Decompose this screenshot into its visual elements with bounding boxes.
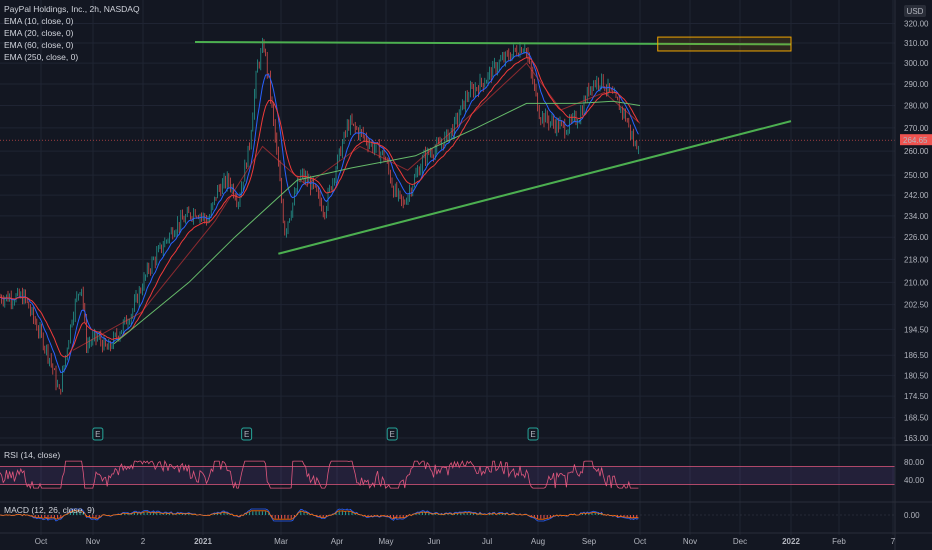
price-tick-10: 234.00 [904,212,929,221]
resistance-line[interactable] [194,41,792,46]
price-tick-5: 194.50 [904,325,929,334]
time-tick-11: Oct [634,537,647,546]
rsi-tick-1: 80.00 [904,458,925,467]
highlight-box[interactable] [657,36,792,52]
earnings-marker-label-0: E [95,430,100,439]
price-tick-4: 186.50 [904,351,929,360]
support-line[interactable] [278,120,792,255]
earnings-marker-label-3: E [530,430,535,439]
rsi-label[interactable]: RSI (14, close) [4,450,60,460]
time-tick-3: 2021 [194,537,212,546]
ema-60-line [72,62,641,351]
last-price-tag: 264.65 [900,134,932,146]
indicator-ema-10[interactable]: EMA (10, close, 0) [4,16,74,26]
macd-label[interactable]: MACD (12, 26, close, 9) [4,505,95,515]
price-tick-0: 163.00 [904,434,929,443]
time-tick-1: Nov [86,537,100,546]
macd-pane [0,508,895,522]
earnings-marker-label-2: E [390,430,395,439]
ema-20-line [0,57,639,358]
chart-title: PayPal Holdings, Inc., 2h, NASDAQ [4,4,140,14]
price-tick-8: 218.00 [904,255,929,264]
ema-lines [0,51,641,374]
earnings-marker-2[interactable] [386,427,398,441]
rsi-pane [0,459,639,490]
rsi-line [0,459,639,490]
earnings-marker-label-1: E [244,430,249,439]
price-tick-13: 260.00 [904,147,929,156]
price-tick-1: 168.50 [904,414,929,423]
price-tick-14: 270.00 [904,124,929,133]
price-tick-2: 174.50 [904,392,929,401]
price-tick-15: 280.00 [904,102,929,111]
time-tick-16: 7 [891,537,896,546]
rsi-tick-0: 40.00 [904,476,925,485]
macd-signal-line [0,510,639,520]
time-tick-8: Jul [482,537,492,546]
time-tick-13: Dec [733,537,747,546]
price-tick-7: 210.00 [904,278,929,287]
price-tick-17: 300.00 [904,59,929,68]
price-tick-16: 290.00 [904,80,929,89]
earnings-marker-1[interactable] [241,427,253,441]
earnings-marker-0[interactable] [92,427,104,441]
price-axis[interactable]: 163.00 168.50 174.50 180.50 186.50 194.50 202.… [904,19,929,443]
rsi-band [0,466,895,485]
price-tick-11: 242.00 [904,191,929,200]
chart-header: PayPal Holdings, Inc., 2h, NASDAQ EMA (1… [4,4,140,62]
macd-tick-0: 0.00 [904,511,920,520]
time-tick-12: Nov [683,537,697,546]
rsi-band-fill [0,466,895,485]
currency-label: USD [907,7,924,16]
indicator-ema-60[interactable]: EMA (60, close, 0) [4,40,74,50]
time-tick-2: 2 [141,537,146,546]
time-tick-7: Jun [428,537,441,546]
price-tick-18: 310.00 [904,39,929,48]
trendlines[interactable] [0,36,895,255]
indicator-ema-20[interactable]: EMA (20, close, 0) [4,28,74,38]
rsi-axis: 40.00 80.00 [904,458,925,485]
indicator-ema-250[interactable]: EMA (250, close, 0) [4,52,78,62]
time-tick-0: Oct [35,537,48,546]
time-tick-4: Mar [274,537,288,546]
time-tick-15: Feb [832,537,846,546]
earnings-marker-3[interactable] [527,427,539,441]
time-tick-9: Aug [531,537,545,546]
grid-lines [0,0,895,535]
price-tick-19: 320.00 [904,19,929,28]
time-tick-6: May [378,537,393,546]
ema-250-line [113,100,641,345]
price-tick-3: 180.50 [904,371,929,380]
time-tick-10: Sep [582,537,597,546]
last-price-value: 264.65 [903,136,928,145]
price-tick-12: 250.00 [904,171,929,180]
price-tick-6: 202.50 [904,301,929,310]
time-tick-5: Apr [331,537,344,546]
currency-badge[interactable]: USD [904,5,926,17]
time-axis[interactable]: Oct Nov 2 2021 Mar Apr May Jun Jul Aug Sep Oct Nov De… [35,537,896,546]
price-tick-9: 226.00 [904,233,929,242]
time-tick-14: 2022 [782,537,800,546]
